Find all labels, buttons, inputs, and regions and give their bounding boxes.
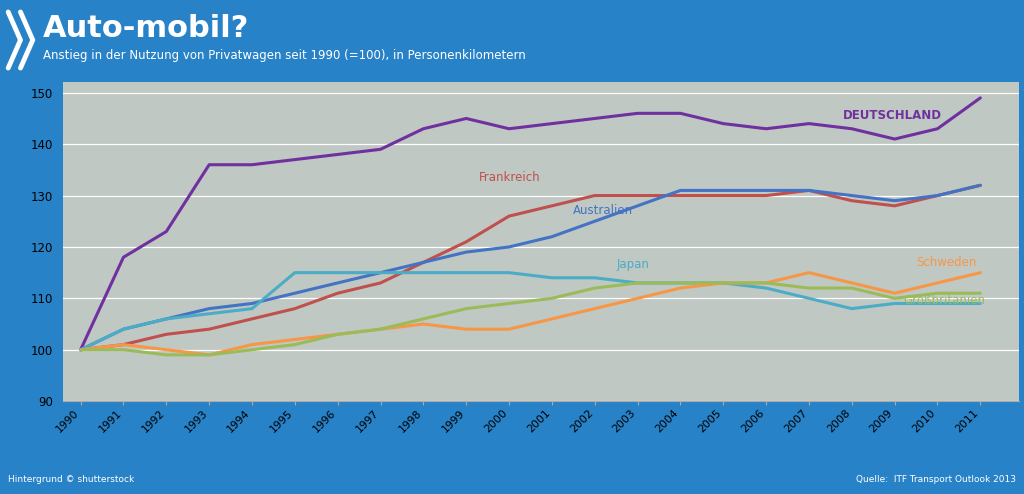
Text: Großbritanien: Großbritanien	[903, 294, 985, 307]
Text: Frankreich: Frankreich	[479, 171, 541, 184]
Text: Anstieg in der Nutzung von Privatwagen seit 1990 (=100), in Personenkilometern: Anstieg in der Nutzung von Privatwagen s…	[43, 49, 525, 62]
Text: Schweden: Schweden	[916, 256, 977, 269]
Text: Auto-mobil?: Auto-mobil?	[43, 14, 250, 43]
Text: Hintergrund © shutterstock: Hintergrund © shutterstock	[8, 475, 134, 484]
Text: Quelle:  ITF Transport Outlook 2013: Quelle: ITF Transport Outlook 2013	[856, 475, 1016, 484]
Text: Australien: Australien	[573, 205, 634, 217]
Text: Japan: Japan	[616, 258, 649, 271]
Text: DEUTSCHLAND: DEUTSCHLAND	[843, 109, 942, 123]
